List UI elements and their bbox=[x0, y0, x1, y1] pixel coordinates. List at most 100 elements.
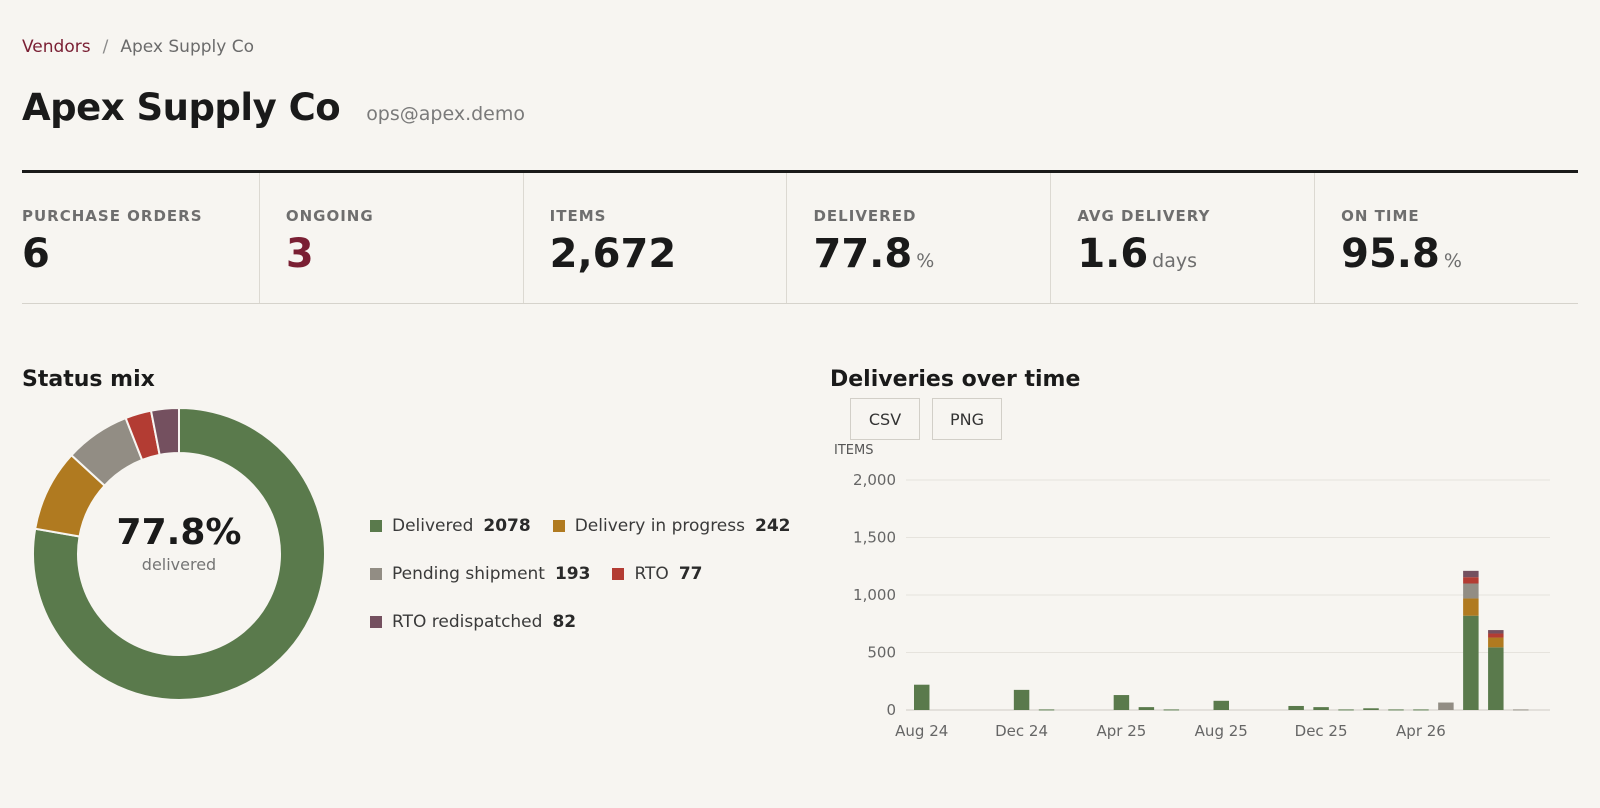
stat-avg-delivery: AVG DELIVERY 1.6 days bbox=[1050, 173, 1314, 303]
stat-number: 6 bbox=[22, 231, 50, 277]
stat-number: 95.8 bbox=[1341, 231, 1440, 277]
bar-segment-21-2 bbox=[1438, 702, 1454, 710]
breadcrumb-vendors-link[interactable]: Vendors bbox=[22, 37, 91, 57]
deliveries-bar-chart: ITEMS 0 500 1,000 1,500 2,000 Aug 24 Dec 24 Apr … bbox=[834, 443, 1550, 740]
stat-value: 3 bbox=[286, 231, 314, 277]
bar-segment-5-0 bbox=[1038, 709, 1055, 711]
bar-segment-19-0 bbox=[1388, 709, 1404, 711]
x-tick-label: Dec 25 bbox=[1295, 722, 1348, 740]
stat-number: 2,672 bbox=[549, 231, 677, 277]
bar-segment-8-0 bbox=[1113, 695, 1130, 710]
donut-center-label: delivered bbox=[141, 555, 217, 574]
legend-label: RTO bbox=[634, 564, 669, 584]
bar-segment-23-0 bbox=[1488, 647, 1504, 710]
stat-number: 77.8 bbox=[813, 231, 913, 277]
bar-segment-23-1 bbox=[1488, 637, 1504, 648]
stat-ongoing: ONGOING 3 bbox=[258, 173, 523, 303]
stat-delivered: DELIVERED 77.8% bbox=[786, 173, 1050, 303]
bar-segment-22-1 bbox=[1463, 598, 1479, 616]
y-axis-label: ITEMS bbox=[834, 443, 873, 458]
y-tick-label: 2,000 bbox=[853, 471, 896, 489]
deliveries-title: Deliveries over time bbox=[830, 367, 1081, 392]
legend-item-rto: RTO 77 bbox=[612, 564, 702, 584]
legend-item-in-progress: Delivery in progress 242 bbox=[552, 516, 791, 536]
stat-value: 2,672 bbox=[550, 231, 677, 277]
stat-label: ITEMS bbox=[549, 207, 607, 225]
donut-slice-4 bbox=[149, 408, 180, 457]
bar-segment-24-2 bbox=[1513, 709, 1529, 711]
stat-items: ITEMS 2,672 bbox=[522, 173, 787, 303]
export-csv-button[interactable]: CSV bbox=[850, 398, 920, 440]
x-tick-label: Aug 25 bbox=[1195, 722, 1248, 740]
status-mix-title: Status mix bbox=[22, 367, 155, 392]
status-legend: Delivered 2078 Delivery in progress 242 … bbox=[370, 502, 790, 646]
bar-segment-16-0 bbox=[1313, 707, 1329, 710]
bar-segment-17-0 bbox=[1338, 709, 1354, 711]
stat-number: 1.6 bbox=[1077, 231, 1149, 277]
donut-center: 77.8% delivered bbox=[33, 512, 325, 574]
legend-label: Pending shipment bbox=[392, 564, 545, 584]
legend-count: 2078 bbox=[483, 516, 531, 536]
y-tick-label: 1,000 bbox=[853, 586, 896, 604]
stats-strip: PURCHASE ORDERS 6 ONGOING 3 ITEMS 2,672 … bbox=[22, 170, 1578, 304]
stat-label: ONGOING bbox=[285, 207, 374, 225]
x-tick-label: Aug 24 bbox=[895, 722, 948, 740]
vendor-email: ops@apex.demo bbox=[366, 103, 525, 125]
stat-value: 95.8% bbox=[1341, 231, 1462, 277]
legend-item-pending: Pending shipment 193 bbox=[370, 564, 590, 584]
bar-segment-4-0 bbox=[1013, 689, 1030, 710]
stat-label: PURCHASE ORDERS bbox=[22, 207, 203, 225]
bar-segment-9-0 bbox=[1138, 707, 1155, 710]
legend-label: Delivery in progress bbox=[574, 516, 745, 536]
legend-swatch bbox=[552, 520, 565, 532]
bar-segment-18-0 bbox=[1363, 708, 1379, 710]
y-tick-label: 0 bbox=[886, 701, 896, 719]
status-donut-chart bbox=[33, 408, 325, 700]
legend-swatch bbox=[370, 568, 382, 580]
bar-segment-23-4 bbox=[1488, 630, 1504, 634]
stat-on-time: ON TIME 95.8% bbox=[1314, 173, 1578, 303]
bar-segment-0-0 bbox=[914, 684, 930, 710]
bar-segment-22-0 bbox=[1463, 615, 1479, 710]
breadcrumb-current: Apex Supply Co bbox=[120, 37, 254, 57]
legend-count: 82 bbox=[552, 612, 577, 632]
stat-label: AVG DELIVERY bbox=[1077, 207, 1211, 225]
donut-center-value: 77.8% bbox=[116, 512, 242, 553]
stat-label: DELIVERED bbox=[813, 207, 917, 225]
legend-item-rto-redispatched: RTO redispatched 82 bbox=[370, 612, 576, 632]
bar-segment-22-2 bbox=[1463, 583, 1479, 599]
legend-swatch bbox=[370, 616, 382, 628]
y-tick-label: 1,500 bbox=[853, 529, 896, 547]
legend-swatch bbox=[370, 520, 382, 532]
breadcrumb: Vendors / Apex Supply Co bbox=[22, 37, 254, 57]
legend-count: 242 bbox=[754, 516, 791, 536]
bar-segment-12-0 bbox=[1213, 700, 1229, 710]
y-tick-label: 500 bbox=[867, 644, 896, 662]
legend-count: 193 bbox=[554, 564, 591, 584]
legend-label: RTO redispatched bbox=[392, 612, 543, 632]
stat-purchase-orders: PURCHASE ORDERS 6 bbox=[22, 173, 259, 303]
stat-number: 3 bbox=[285, 231, 314, 277]
x-tick-label: Apr 25 bbox=[1097, 722, 1147, 740]
stat-value: 77.8% bbox=[813, 231, 934, 277]
bar-segment-23-3 bbox=[1488, 633, 1504, 638]
legend-label: Delivered bbox=[392, 516, 474, 536]
bar-segment-22-4 bbox=[1463, 570, 1479, 578]
donut-slice-0 bbox=[33, 408, 325, 700]
export-png-button[interactable]: PNG bbox=[932, 398, 1002, 440]
stat-unit: % bbox=[916, 250, 935, 272]
page-title: Apex Supply Co bbox=[22, 86, 341, 129]
bar-segment-20-0 bbox=[1413, 709, 1429, 711]
x-tick-label: Apr 26 bbox=[1396, 722, 1446, 740]
bar-segment-22-3 bbox=[1463, 577, 1479, 584]
bar-segment-15-0 bbox=[1288, 705, 1304, 710]
legend-swatch bbox=[612, 568, 625, 580]
page-header: Apex Supply Co ops@apex.demo bbox=[22, 86, 525, 129]
legend-count: 77 bbox=[678, 564, 703, 584]
bar-segment-10-0 bbox=[1163, 709, 1180, 711]
stat-label: ON TIME bbox=[1341, 207, 1420, 225]
stat-unit: % bbox=[1443, 250, 1462, 272]
stat-value: 6 bbox=[22, 231, 50, 277]
x-tick-label: Dec 24 bbox=[995, 722, 1048, 740]
legend-item-delivered: Delivered 2078 bbox=[370, 516, 531, 536]
